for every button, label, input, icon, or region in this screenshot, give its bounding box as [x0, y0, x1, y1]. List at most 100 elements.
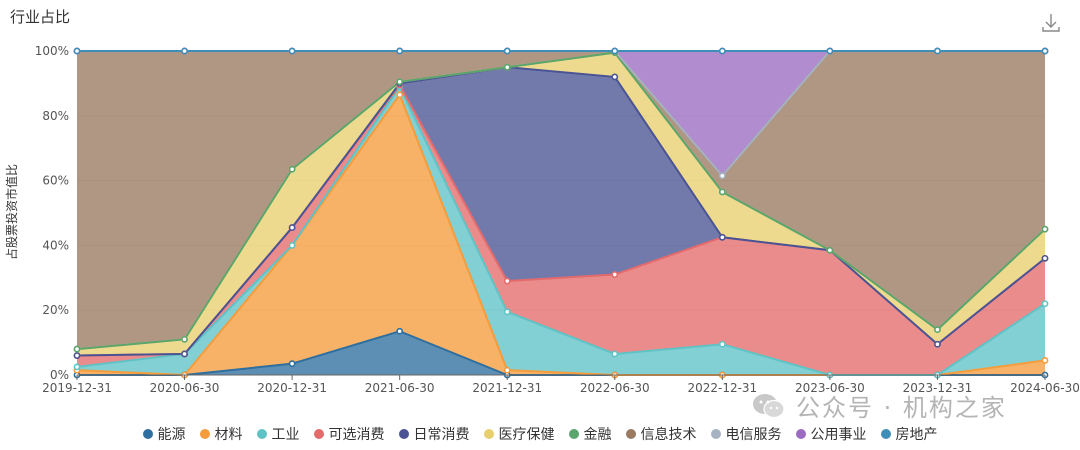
- point-房地产[interactable]: [1041, 47, 1049, 55]
- point-工业[interactable]: [288, 241, 296, 249]
- area-材料: [77, 94, 1045, 376]
- legend-marker: [568, 429, 579, 439]
- x-tick-label: 2019-12-31: [42, 381, 112, 395]
- chart-plot: 0% 20% 40% 60% 80% 100% 2019-12-31 2020-06-30 2…: [4, 44, 1080, 395]
- point-房地产[interactable]: [288, 47, 296, 55]
- point-工业[interactable]: [1041, 300, 1049, 308]
- point-日常消费[interactable]: [288, 224, 296, 231]
- x-tick-label: 2022-12-31: [687, 381, 757, 395]
- legend-item[interactable]: 电信服务: [710, 424, 782, 444]
- line-金融: [76, 51, 1046, 351]
- legend-label: 材料: [214, 427, 243, 443]
- point-电信服务[interactable]: [718, 172, 726, 180]
- legend-marker: [142, 429, 153, 439]
- legend-label: 公用事业: [810, 427, 867, 443]
- point-房地产[interactable]: [181, 47, 188, 55]
- point-工业[interactable]: [611, 350, 619, 358]
- legend-item[interactable]: 可选消费: [313, 424, 385, 444]
- legend-item[interactable]: 房地产: [880, 424, 938, 444]
- x-tick-label: 2024-06-30: [1010, 381, 1080, 395]
- watermark-text: 公众号 · 机构之家: [796, 394, 1007, 422]
- point-金融[interactable]: [288, 165, 296, 173]
- legend-item[interactable]: 公用事业: [795, 424, 867, 444]
- area-可选消费: [77, 85, 1045, 376]
- x-tick-label: 2021-12-31: [472, 381, 542, 395]
- legend-marker: [398, 429, 409, 439]
- chart-title: 行业占比: [10, 8, 71, 26]
- legend-item[interactable]: 金融: [568, 424, 612, 444]
- wechat-icon: [753, 393, 785, 418]
- point-能源[interactable]: [288, 360, 296, 368]
- point-材料[interactable]: [1041, 357, 1049, 364]
- legend-item[interactable]: 工业: [256, 424, 300, 444]
- area-日常消费: [77, 67, 1045, 356]
- point-日常消费[interactable]: [73, 352, 81, 359]
- legend: 能源 材料 工业 可选消费 日常消费 医疗保健 金融 信息技术 电信服务 公用事业 房地产: [0, 424, 1080, 444]
- legend-item[interactable]: 信息技术: [625, 424, 697, 444]
- point-房地产[interactable]: [73, 47, 81, 55]
- point-房地产[interactable]: [396, 47, 404, 55]
- legend-item[interactable]: 医疗保健: [483, 424, 555, 444]
- legend-marker: [880, 429, 891, 439]
- point-房地产[interactable]: [503, 47, 511, 55]
- x-tick-label: 2020-12-31: [257, 381, 327, 395]
- point-金融[interactable]: [826, 246, 834, 254]
- point-日常消费[interactable]: [718, 233, 726, 241]
- point-金融[interactable]: [934, 326, 941, 334]
- point-材料[interactable]: [396, 91, 404, 99]
- legend-label: 电信服务: [725, 427, 782, 443]
- point-材料[interactable]: [503, 366, 511, 374]
- legend-marker: [625, 429, 636, 439]
- point-工业[interactable]: [718, 340, 726, 348]
- point-日常消费[interactable]: [934, 340, 941, 348]
- point-房地产[interactable]: [826, 47, 834, 55]
- x-tick-label: 2023-06-30: [795, 381, 865, 395]
- legend-marker: [710, 429, 721, 439]
- y-tick-label: 60%: [42, 174, 69, 188]
- point-可选消费[interactable]: [611, 271, 619, 278]
- point-工业[interactable]: [503, 308, 511, 316]
- legend-marker: [483, 429, 494, 439]
- legend-label: 可选消费: [328, 427, 385, 443]
- point-房地产[interactable]: [718, 47, 726, 55]
- point-金融[interactable]: [1041, 225, 1049, 233]
- download-icon[interactable]: [1040, 12, 1062, 34]
- point-金融[interactable]: [73, 345, 81, 353]
- point-金融[interactable]: [503, 63, 511, 71]
- legend-label: 日常消费: [413, 427, 470, 443]
- legend-label: 房地产: [895, 427, 938, 443]
- point-能源[interactable]: [396, 327, 404, 335]
- point-金融[interactable]: [718, 188, 726, 196]
- y-tick-label: 80%: [42, 109, 69, 123]
- x-tick-label: 2023-12-31: [903, 381, 973, 395]
- legend-label: 信息技术: [640, 427, 697, 443]
- legend-item[interactable]: 日常消费: [398, 424, 470, 444]
- point-房地产[interactable]: [611, 47, 619, 55]
- area-信息技术: [77, 51, 1045, 350]
- y-tick-label: 0%: [50, 368, 69, 382]
- point-工业[interactable]: [73, 363, 81, 371]
- watermark: 公众号 · 机构之家: [752, 388, 1007, 423]
- point-金融[interactable]: [181, 335, 188, 343]
- legend-marker: [256, 429, 267, 439]
- y-tick-label: 40%: [42, 238, 69, 252]
- legend-item[interactable]: 材料: [199, 424, 243, 444]
- legend-label: 金融: [583, 427, 612, 443]
- line-日常消费: [76, 66, 1046, 357]
- point-金融[interactable]: [396, 78, 404, 86]
- legend-marker: [313, 429, 324, 439]
- legend-label: 医疗保健: [498, 427, 555, 443]
- x-tick-label: 2021-06-30: [365, 381, 435, 395]
- y-tick-label: 20%: [42, 303, 69, 317]
- legend-item[interactable]: 能源: [142, 424, 186, 444]
- point-日常消费[interactable]: [181, 350, 188, 358]
- x-tick-label: 2022-06-30: [580, 381, 650, 395]
- point-日常消费[interactable]: [1041, 254, 1049, 262]
- point-日常消费[interactable]: [611, 73, 619, 81]
- legend-marker: [199, 429, 210, 439]
- point-房地产[interactable]: [934, 47, 941, 55]
- point-可选消费[interactable]: [503, 277, 511, 285]
- y-tick-label: 100%: [35, 44, 69, 58]
- x-tick-label: 2020-06-30: [150, 381, 220, 395]
- y-axis-label: 占股票投资市值比: [4, 164, 19, 260]
